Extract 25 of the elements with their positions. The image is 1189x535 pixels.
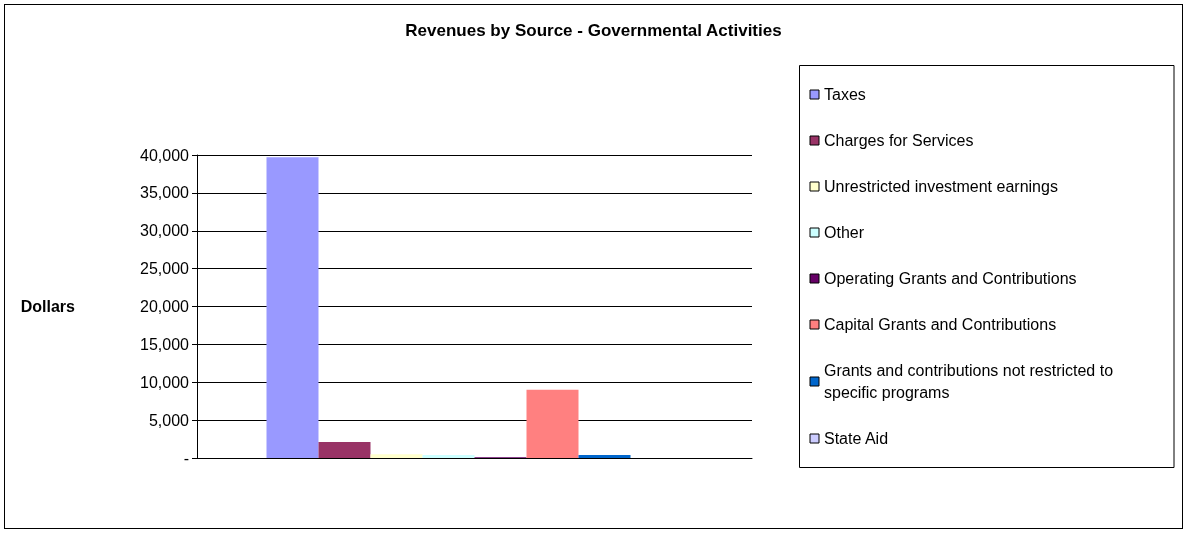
y-tick-label: 25,000 (140, 260, 190, 278)
legend-label: Unrestricted investment earnings (824, 178, 1058, 195)
bar (318, 442, 371, 458)
y-tick-label: 30,000 (140, 222, 190, 240)
legend-label: State Aid (824, 430, 889, 447)
legend-label: Operating Grants and Contributions (824, 270, 1077, 287)
bar (526, 389, 579, 458)
chart-title: Revenues by Source - Governmental Activities (405, 21, 782, 40)
bar (370, 454, 423, 458)
y-axis-title: Dollars (20, 298, 76, 315)
y-tick-label: 35,000 (140, 184, 190, 202)
y-tick-label: 20,000 (140, 298, 190, 315)
legend-label: Capital Grants and Contributions (824, 316, 1057, 333)
legend-label: Taxes (824, 86, 866, 103)
legend-label: Charges for Services (824, 132, 974, 149)
bar (578, 454, 631, 458)
y-tick-label: 5,000 (148, 411, 190, 429)
legend-label: Grants and contributions not restricted to specific programs (824, 362, 1118, 401)
bar (266, 157, 319, 458)
y-tick-label: 15,000 (140, 335, 190, 353)
bar (422, 454, 475, 458)
y-tick-label: 40,000 (140, 146, 190, 164)
legend-label: Other (824, 224, 865, 241)
y-tick-label: - (183, 449, 189, 467)
y-tick-label: 10,000 (140, 373, 190, 391)
